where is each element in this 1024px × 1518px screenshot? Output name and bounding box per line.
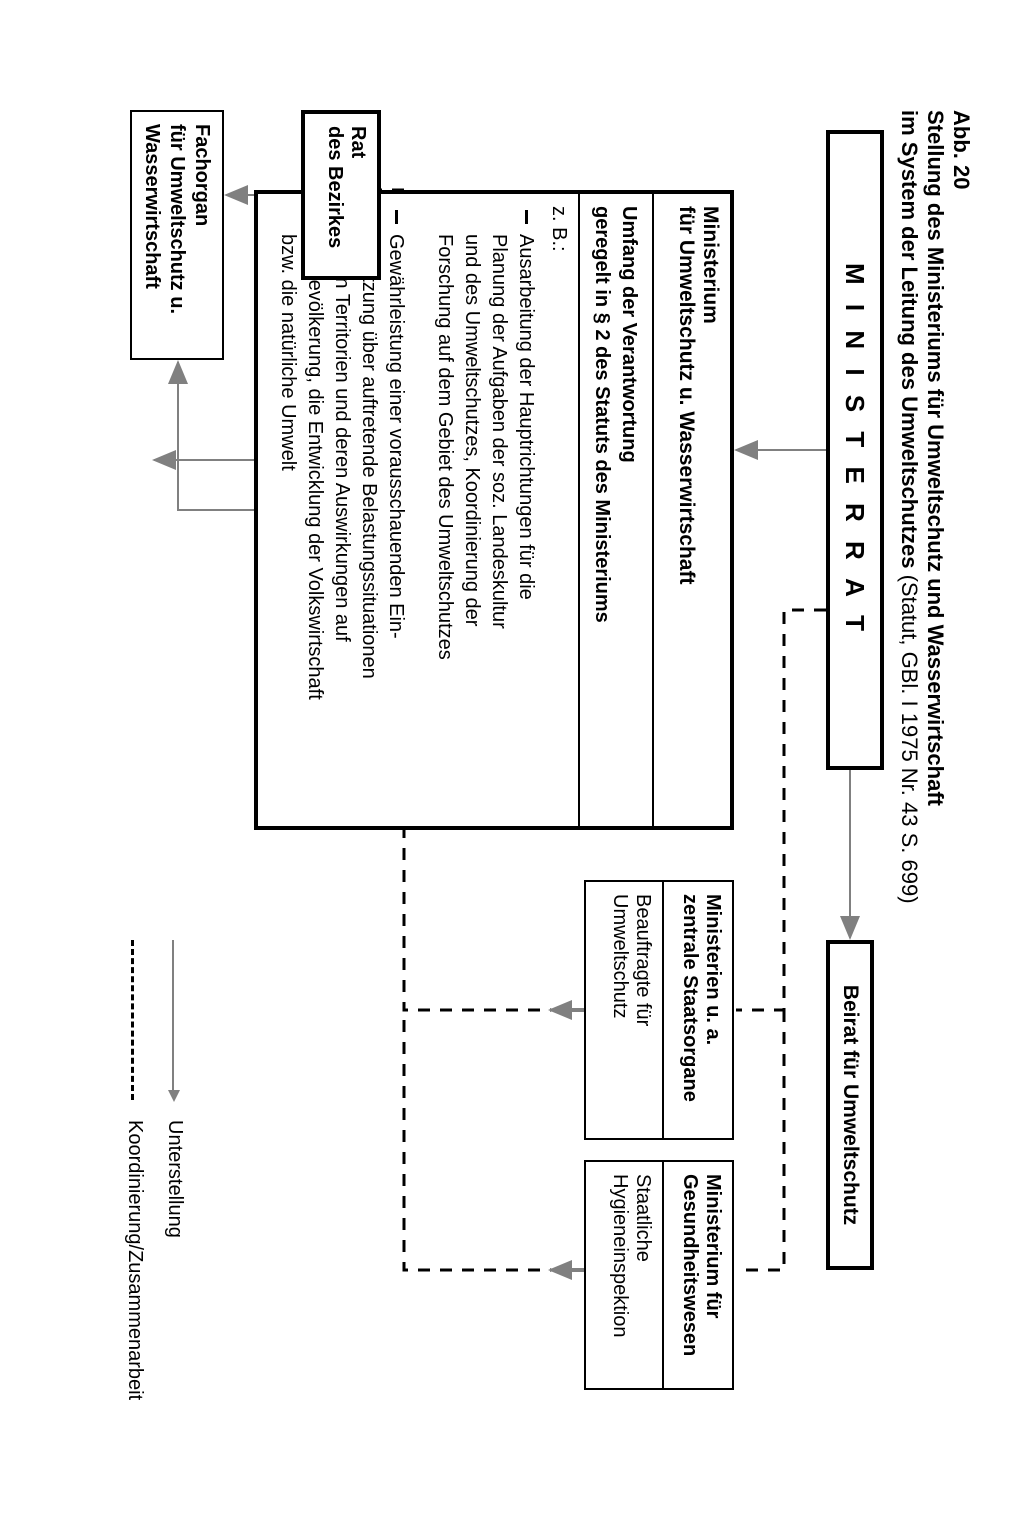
node-gesundheit: Ministerium für Gesundheitswesen Staatli… bbox=[584, 1160, 734, 1390]
rat-bezirk-l2: des Bezirkes bbox=[323, 126, 346, 264]
ministerium-header-l2: für Umweltschutz u. Wasserwirtschaft bbox=[674, 206, 698, 814]
bullet-icon bbox=[395, 210, 398, 224]
bullet-icon bbox=[525, 210, 528, 224]
b2-l5: bzw. die natürliche Umwelt bbox=[274, 234, 301, 814]
fachorgan-l2: für Umweltschutz u. bbox=[164, 124, 189, 346]
ministerium-umfang: Umfang der Verantwortung geregelt in § 2… bbox=[580, 194, 650, 635]
legend-arrow-icon bbox=[168, 1090, 180, 1102]
b1-l4: Forschung auf dem Gebiet des Umweltschut… bbox=[431, 234, 458, 814]
fachorgan-l1: Fachorgan bbox=[189, 124, 214, 346]
node-ministerium-main: Ministerium für Umweltschutz u. Wasserwi… bbox=[254, 190, 734, 830]
gesundheit-l1: Ministerium für bbox=[701, 1174, 724, 1376]
ministerien-ua-sub-l1: Beauftragte für bbox=[631, 894, 654, 1026]
node-rat-bezirk: Rat des Bezirkes bbox=[301, 110, 381, 280]
ministerien-ua-sub-l2: Umweltschutz bbox=[608, 894, 631, 1026]
fachorgan-l3: Wasserwirtschaft bbox=[139, 124, 164, 346]
rotated-stage: Abb. 20 Stellung des Ministeriums für Um… bbox=[0, 0, 1024, 1518]
figure-caption: Abb. 20 Stellung des Ministeriums für Um… bbox=[896, 110, 974, 904]
ministerium-div2 bbox=[578, 194, 580, 826]
gesundheit-sub: Staatliche Hygieneinspektion bbox=[600, 1162, 662, 1349]
node-ministerrat: M I N I S T E R R A T bbox=[826, 130, 884, 770]
caption-line2-prefix: im System der Leitung des Umweltschutzes bbox=[897, 110, 922, 575]
ministerium-div1 bbox=[652, 194, 654, 826]
legend-unterstellung-label: Unterstellung bbox=[163, 1120, 186, 1238]
node-beirat: Beirat für Umweltschutz bbox=[826, 940, 874, 1270]
b2-l2: schätzung über auftretende Belastungssit… bbox=[355, 234, 382, 814]
zb-label: z. B.: bbox=[545, 206, 572, 814]
rat-bezirk-l1: Rat bbox=[346, 126, 369, 264]
ministerien-ua-div bbox=[662, 882, 664, 1138]
ministerien-ua-sub: Beauftragte für Umweltschutz bbox=[600, 882, 662, 1038]
ministerium-body: z. B.: Ausarbeitung der Hauptrichtungen … bbox=[274, 206, 572, 814]
b2-l3: in den Territorien und deren Auswirkunge… bbox=[328, 234, 355, 814]
b1-l1: Ausarbeitung der Hauptrichtungen für die bbox=[512, 234, 539, 814]
caption-number: Abb. 20 bbox=[948, 110, 974, 904]
b1-l3: und des Umweltschutzes, Koordinierung de… bbox=[458, 234, 485, 814]
ministerien-ua-l2: zentrale Staatsorgane bbox=[678, 894, 701, 1126]
ministerien-ua-l1: Ministerien u. a. bbox=[701, 894, 724, 1126]
caption-line2-paren: (Statut, GBl. I 1975 Nr. 43 S. 699) bbox=[897, 575, 922, 904]
beirat-label: Beirat für Umweltschutz bbox=[838, 985, 862, 1225]
gesundheit-l2: Gesundheitswesen bbox=[678, 1174, 701, 1376]
legend-dashed-line bbox=[131, 940, 134, 1100]
gesundheit-header: Ministerium für Gesundheitswesen bbox=[664, 1162, 732, 1388]
ministerrat-label: M I N I S T E R R A T bbox=[840, 263, 871, 637]
ministerien-ua-header: Ministerien u. a. zentrale Staatsorgane bbox=[664, 882, 732, 1138]
gesundheit-div bbox=[662, 1162, 664, 1388]
caption-line1: Stellung des Ministeriums für Umweltschu… bbox=[922, 110, 948, 904]
ministerium-header: Ministerium für Umweltschutz u. Wasserwi… bbox=[654, 194, 730, 826]
diagram-canvas: Abb. 20 Stellung des Ministeriums für Um… bbox=[64, 110, 964, 1410]
b2-l1: Gewährleistung einer vorausschauenden Ei… bbox=[382, 234, 409, 814]
node-ministerien-ua: Ministerien u. a. zentrale Staatsorgane … bbox=[584, 880, 734, 1140]
gesundheit-sub-l2: Hygieneinspektion bbox=[608, 1174, 631, 1337]
umfang-l2: geregelt in § 2 des Statuts des Minister… bbox=[588, 206, 615, 623]
legend-koordinierung-label: Koordinierung/Zusammenarbeit bbox=[123, 1120, 146, 1400]
umfang-l1: Umfang der Verantwortung bbox=[615, 206, 642, 623]
legend-solid-line bbox=[172, 940, 174, 1090]
b1-l2: Planung der Aufgaben der soz. Landeskult… bbox=[485, 234, 512, 814]
node-fachorgan: Fachorgan für Umweltschutz u. Wasserwirt… bbox=[130, 110, 224, 360]
ministerium-header-l1: Ministerium bbox=[698, 206, 722, 814]
b2-l4: die Bevölkerung, die Entwicklung der Vol… bbox=[301, 234, 328, 814]
gesundheit-sub-l1: Staatliche bbox=[631, 1174, 654, 1337]
